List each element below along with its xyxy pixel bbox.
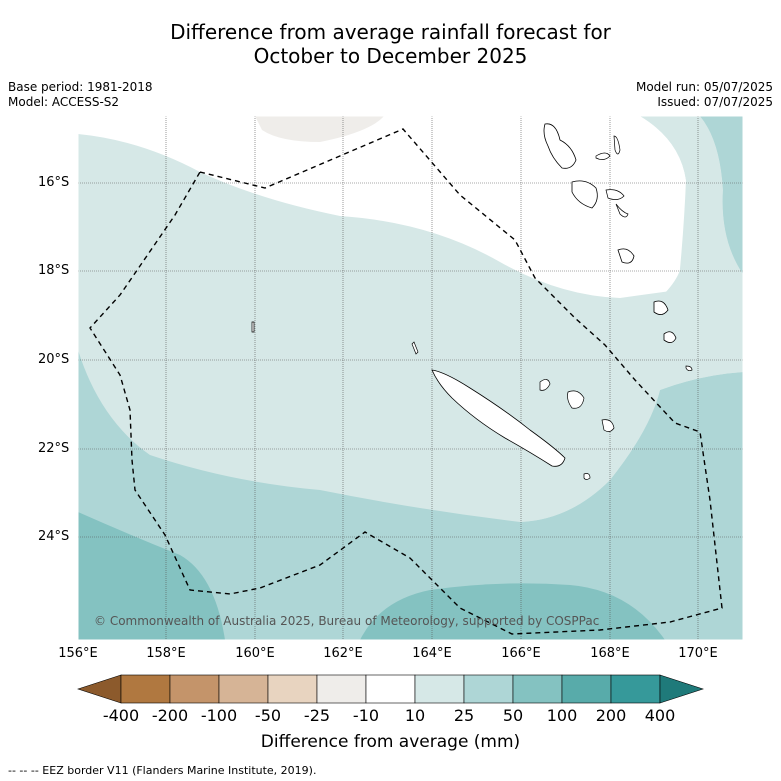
colorbar xyxy=(77,674,704,704)
colorbar-tick: 25 xyxy=(453,706,475,725)
colorbar-segment-10 xyxy=(561,674,612,704)
lon-label-160e: 160°E xyxy=(235,646,275,661)
colorbar-tick: 10 xyxy=(404,706,426,725)
region-slightly-wetter-east xyxy=(520,116,743,522)
model-name: Model: ACCESS-S2 xyxy=(8,95,120,109)
colorbar-tick: 50 xyxy=(502,706,524,725)
colorbar-label: Difference from average (mm) xyxy=(260,732,521,752)
vanuatu-islet-1 xyxy=(595,152,611,160)
colorbar-segment-6 xyxy=(365,674,416,704)
lat-label-22s: 22°S xyxy=(38,441,70,456)
colorbar-segment-2 xyxy=(169,674,220,704)
colorbar-segment-9 xyxy=(512,674,563,704)
model-run: Model run: 05/07/2025 xyxy=(635,80,773,94)
tanna-island xyxy=(663,331,677,343)
loyalty-island-2 xyxy=(567,390,585,409)
title-line-1: Difference from average rainfall forecas… xyxy=(170,20,611,44)
base-period: Base period: 1981-2018 xyxy=(8,80,153,94)
colorbar-segment-1 xyxy=(120,674,171,704)
islet xyxy=(411,341,419,355)
colorbar-tick: -200 xyxy=(151,706,189,725)
malekula-island xyxy=(571,180,598,209)
colorbar-tick: -50 xyxy=(254,706,282,725)
colorbar-tick: -10 xyxy=(352,706,380,725)
vanuatu-islet-4 xyxy=(615,203,629,218)
erromango-island xyxy=(653,300,669,315)
lon-label-170e: 170°E xyxy=(678,646,718,661)
colorbar-tick: -25 xyxy=(303,706,331,725)
vanuatu-islet-3 xyxy=(605,189,625,200)
meta-right: Model run: 05/07/2025 Issued: 07/07/2025 xyxy=(636,80,773,110)
efate-island xyxy=(617,248,635,264)
colorbar-segment-8 xyxy=(463,674,514,704)
lon-label-156e: 156°E xyxy=(58,646,98,661)
espiritu-santo-island xyxy=(543,123,577,169)
issued-date: Issued: 07/07/2025 xyxy=(657,95,773,109)
colorbar-segment-4 xyxy=(267,674,318,704)
lon-label-168e: 168°E xyxy=(590,646,630,661)
colorbar-tick: 200 xyxy=(595,706,627,725)
colorbar-segment-3 xyxy=(218,674,269,704)
colorbar-segment-5 xyxy=(316,674,367,704)
vanuatu-islet-2 xyxy=(613,135,621,155)
lon-label-158e: 158°E xyxy=(146,646,186,661)
eez-footnote: -- -- -- EEZ border V11 (Flanders Marine… xyxy=(8,764,317,777)
copyright-notice: © Commonwealth of Australia 2025, Bureau… xyxy=(94,614,600,628)
title-line-2: October to December 2025 xyxy=(253,44,528,68)
eez-border xyxy=(89,128,723,635)
colorbar-extend-high xyxy=(659,674,704,704)
colorbar-tick: -100 xyxy=(200,706,238,725)
region-wetter-northeast xyxy=(700,116,743,274)
region-near-normal xyxy=(78,116,686,298)
colorbar-tick: -400 xyxy=(102,706,140,725)
graticule xyxy=(78,116,743,640)
reef-islet xyxy=(251,321,255,333)
colorbar-segment-11 xyxy=(610,674,661,704)
lon-label-166e: 166°E xyxy=(501,646,541,661)
region-wetter xyxy=(78,116,743,640)
region-slightly-drier xyxy=(255,116,384,142)
lat-label-20s: 20°S xyxy=(38,352,70,367)
lon-label-162e: 162°E xyxy=(323,646,363,661)
lat-label-16s: 16°S xyxy=(38,175,70,190)
colorbar-tick: 400 xyxy=(644,706,676,725)
map-title: Difference from average rainfall forecas… xyxy=(0,20,781,68)
region-much-wetter-southwest xyxy=(78,512,225,640)
loyalty-island-3 xyxy=(601,419,615,432)
loyalty-island-1 xyxy=(539,379,551,391)
walpole-island xyxy=(583,473,591,480)
lat-label-18s: 18°S xyxy=(38,263,70,278)
colorbar-tick: 100 xyxy=(546,706,578,725)
colorbar-segment-7 xyxy=(414,674,465,704)
aneityum-island xyxy=(685,365,693,372)
new-caledonia-island xyxy=(431,369,566,467)
lat-label-24s: 24°S xyxy=(38,529,70,544)
region-much-wetter-south xyxy=(360,583,665,640)
colorbar-extend-low xyxy=(77,674,122,704)
map-frame xyxy=(77,115,744,641)
lon-label-164e: 164°E xyxy=(412,646,452,661)
meta-left: Base period: 1981-2018 Model: ACCESS-S2 xyxy=(8,80,153,110)
